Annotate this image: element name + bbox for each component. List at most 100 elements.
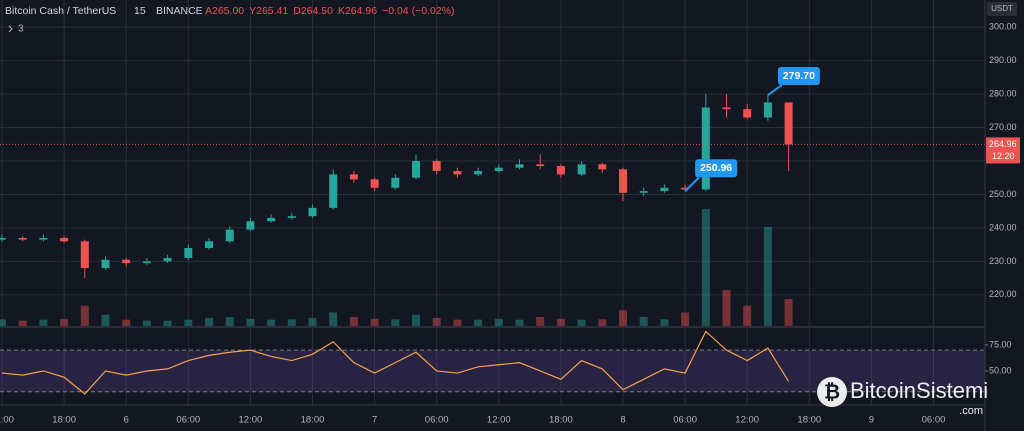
axis-labels: 220.00230.00240.00250.00260.00270.00280.… xyxy=(0,21,1020,426)
candle-body xyxy=(515,164,524,168)
rsi-line xyxy=(1,330,790,395)
volume-bar xyxy=(329,312,338,326)
symbol-title: Bitcoin Cash / TetherUS xyxy=(5,5,116,17)
volume-bar xyxy=(743,305,752,326)
y-tick-label: 230.00 xyxy=(989,256,1017,266)
candle-body xyxy=(743,109,752,118)
candle-body xyxy=(39,237,48,240)
candle-body xyxy=(370,179,379,188)
watermark-logo-letter: ₿ xyxy=(824,381,840,403)
legend-value: −0.04 (−0.02%) xyxy=(382,5,454,17)
y-tick-label: 240.00 xyxy=(989,222,1017,232)
candle-body xyxy=(556,166,565,175)
candle-body xyxy=(494,167,503,172)
candle-body xyxy=(0,237,6,240)
current-price-label: 264.96 xyxy=(989,139,1017,149)
volume-bar xyxy=(681,312,690,326)
x-tick-label: 12:00 xyxy=(735,415,759,426)
candle-body xyxy=(329,174,338,208)
volume-bar xyxy=(391,319,400,326)
y2-tick-label: 75.00 xyxy=(989,339,1012,349)
x-tick-label: 06:00 xyxy=(176,415,200,426)
annotation-box xyxy=(777,67,820,86)
y-tick-label: 220.00 xyxy=(989,289,1017,299)
candle-body xyxy=(391,177,400,188)
volume-bar xyxy=(349,317,358,326)
candle-body xyxy=(681,187,690,190)
candle-body xyxy=(412,160,420,178)
volume-bar xyxy=(763,227,772,326)
volume-bar xyxy=(639,317,648,326)
watermark-logo xyxy=(817,377,847,407)
annotation-label: 250.96 xyxy=(700,162,732,174)
grid xyxy=(0,0,985,405)
exchange: BINANCE xyxy=(156,5,203,17)
annotation-pointer xyxy=(684,176,700,192)
x-tick-label: 6 xyxy=(124,415,129,426)
candle-body xyxy=(18,237,27,240)
annotation-box xyxy=(695,159,738,178)
volume-bar xyxy=(453,319,462,326)
price-axis xyxy=(985,0,1024,431)
volume-bar xyxy=(205,317,213,326)
candle-body xyxy=(639,191,648,193)
x-tick-label: 06:00 xyxy=(673,415,697,426)
candle-body xyxy=(722,107,731,110)
volume-bar xyxy=(660,319,669,326)
volume-bar xyxy=(370,318,379,326)
volume-bar xyxy=(556,318,565,326)
candle-body xyxy=(122,259,131,264)
x-tick-label: 12:00 xyxy=(487,415,511,426)
candle-body xyxy=(142,261,151,264)
volume-bar xyxy=(184,319,193,326)
countdown: 12:20 xyxy=(992,151,1015,161)
candle-body xyxy=(225,229,234,242)
candle-body xyxy=(598,164,607,170)
watermark: ₿ BitcoinSistemi .com xyxy=(817,377,988,417)
candle-body xyxy=(184,248,193,259)
interval: 15 xyxy=(134,5,146,17)
candle-body xyxy=(701,107,710,190)
volume-bar xyxy=(308,317,317,326)
pane-separator xyxy=(0,326,985,328)
volume-bar xyxy=(80,305,89,326)
indicator-count[interactable]: 3 xyxy=(18,24,24,35)
currency: USDT xyxy=(991,4,1013,13)
x-tick-label: 8 xyxy=(620,415,625,426)
x-tick-label: 18:00 xyxy=(301,415,325,426)
x-tick-label: 18:00 xyxy=(52,415,76,426)
x-tick-label: 06:00 xyxy=(922,415,946,426)
y-tick-label: 290.00 xyxy=(989,55,1017,65)
candle-body xyxy=(349,174,358,180)
volume-bar xyxy=(474,319,483,326)
legend-value: Y265.41 xyxy=(249,5,288,17)
candle-body xyxy=(474,171,483,175)
candle-body xyxy=(205,241,213,249)
volume-bar xyxy=(18,320,27,326)
legend-value: A265.00 xyxy=(205,5,244,17)
candle-body xyxy=(763,102,772,118)
candle-body xyxy=(784,102,793,145)
y2-tick-label: 50.00 xyxy=(989,365,1012,375)
x-tick-label: 12:00 xyxy=(239,415,263,426)
volume-bar xyxy=(163,320,172,326)
volume-bar xyxy=(536,317,545,326)
candle-body xyxy=(163,258,172,262)
collapse-icon[interactable] xyxy=(8,25,13,33)
x-tick-label: 18:00 xyxy=(549,415,573,426)
volume-bar xyxy=(287,319,296,326)
candle-body xyxy=(453,171,462,175)
volume-bar xyxy=(494,318,503,326)
y-tick-label: 250.00 xyxy=(989,189,1017,199)
volume-bar xyxy=(515,319,524,326)
volume-bar xyxy=(598,319,607,326)
x-tick-label: 06:00 xyxy=(425,415,449,426)
x-tick-label: 9 xyxy=(869,415,874,426)
watermark-text: BitcoinSistemi xyxy=(850,378,988,403)
y-tick-label: 280.00 xyxy=(989,88,1017,98)
y-tick-label: 300.00 xyxy=(989,21,1017,31)
currency-box xyxy=(987,2,1017,16)
x-tick-label: 18:00 xyxy=(797,415,821,426)
